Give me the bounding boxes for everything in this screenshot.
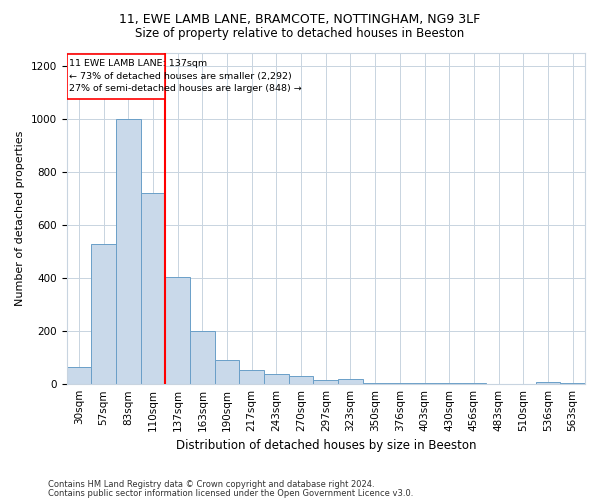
Bar [338,380,363,384]
Text: 11, EWE LAMB LANE, BRAMCOTE, NOTTINGHAM, NG9 3LF: 11, EWE LAMB LANE, BRAMCOTE, NOTTINGHAM,… [119,12,481,26]
X-axis label: Distribution of detached houses by size in Beeston: Distribution of detached houses by size … [176,440,476,452]
Bar [388,383,412,384]
Bar [190,331,215,384]
Bar [264,374,289,384]
Bar [313,380,338,384]
Bar [560,383,585,384]
Bar [437,383,461,384]
Bar [536,382,560,384]
Bar [140,193,165,384]
Text: 11 EWE LAMB LANE: 137sqm
← 73% of detached houses are smaller (2,292)
27% of sem: 11 EWE LAMB LANE: 137sqm ← 73% of detach… [69,60,302,94]
Bar [91,244,116,384]
Bar [165,276,190,384]
Bar [215,360,239,384]
Y-axis label: Number of detached properties: Number of detached properties [15,130,25,306]
Bar [67,54,165,99]
Bar [412,383,437,384]
Bar [67,367,91,384]
Text: Contains public sector information licensed under the Open Government Licence v3: Contains public sector information licen… [48,489,413,498]
Bar [363,383,388,384]
Text: Size of property relative to detached houses in Beeston: Size of property relative to detached ho… [136,28,464,40]
Text: Contains HM Land Registry data © Crown copyright and database right 2024.: Contains HM Land Registry data © Crown c… [48,480,374,489]
Bar [289,376,313,384]
Bar [116,119,140,384]
Bar [239,370,264,384]
